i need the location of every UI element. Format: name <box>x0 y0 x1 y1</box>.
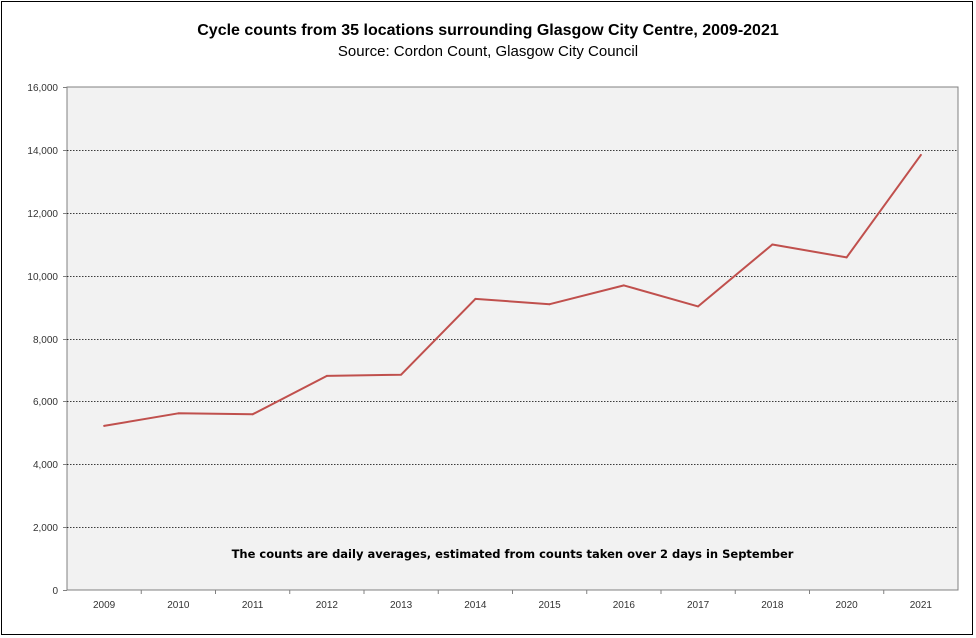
data-point <box>325 374 328 377</box>
chart-subtitle: Source: Cordon Count, Glasgow City Counc… <box>337 43 639 60</box>
data-point <box>400 373 403 376</box>
data-point <box>103 424 106 427</box>
chart-annotation: The counts are daily averages, estimated… <box>232 547 794 561</box>
x-tick-label: 2015 <box>539 600 562 611</box>
y-tick-label: 8,000 <box>33 335 58 346</box>
data-point <box>548 303 551 306</box>
y-tick-label: 16,000 <box>27 83 58 94</box>
x-tick-label: 2017 <box>687 600 710 611</box>
x-tick-label: 2014 <box>464 600 487 611</box>
y-tick-label: 14,000 <box>27 146 58 157</box>
data-point <box>177 412 180 415</box>
x-axis-ticks: 2009 2010 2011 2012 2013 2014 2015 2016 2017 2018… <box>93 590 932 611</box>
plot-area <box>66 86 959 591</box>
data-point <box>845 256 848 259</box>
data-point <box>251 413 254 416</box>
data-point <box>697 305 700 308</box>
y-tick-label: 6,000 <box>33 397 58 408</box>
data-point <box>919 153 922 156</box>
x-tick-label: 2011 <box>242 600 264 611</box>
x-tick-label: 2013 <box>390 600 413 611</box>
x-tick-label: 2016 <box>613 600 636 611</box>
chart-title: Cycle counts from 35 locations surroundi… <box>197 22 779 39</box>
series-line <box>103 154 922 427</box>
y-tick-label: 12,000 <box>27 209 58 220</box>
x-tick-label: 2012 <box>316 600 339 611</box>
series-group <box>103 153 922 427</box>
x-tick-label: 2010 <box>167 600 190 611</box>
data-point <box>622 284 625 287</box>
x-tick-label: 2021 <box>910 600 933 611</box>
data-point <box>474 297 477 300</box>
y-tick-label: 10,000 <box>27 272 58 283</box>
x-tick-label: 2020 <box>836 600 859 611</box>
x-tick-label: 2018 <box>761 600 784 611</box>
gridlines <box>67 150 958 528</box>
y-tick-label: 0 <box>52 586 58 597</box>
x-tick-label: 2009 <box>93 600 116 611</box>
y-tick-label: 2,000 <box>33 523 58 534</box>
y-axis-ticks: 0 2,000 4,000 6,000 8,000 10,000 12,000 14,000 1… <box>27 83 67 597</box>
data-point <box>771 243 774 246</box>
y-tick-label: 4,000 <box>33 460 58 471</box>
